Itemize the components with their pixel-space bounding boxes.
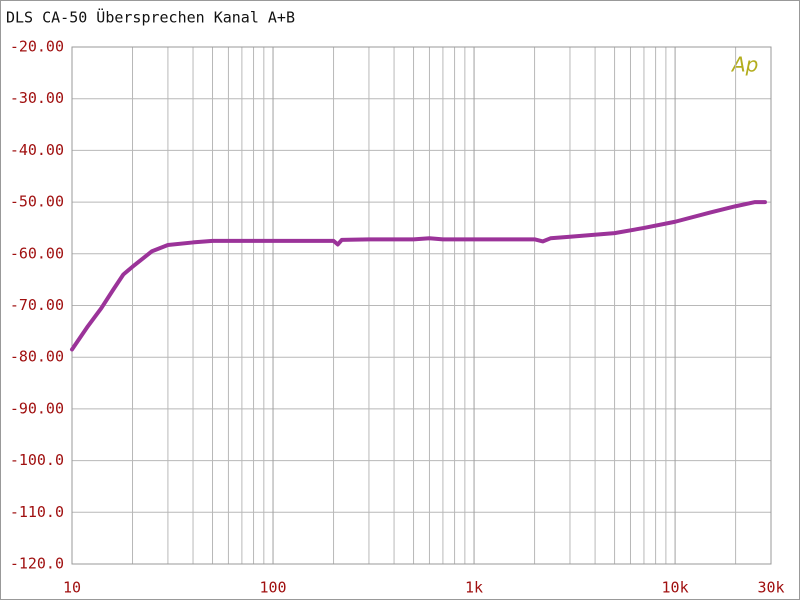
y-tick-label: -70.00	[10, 296, 64, 314]
y-tick-label: -120.0	[10, 555, 64, 573]
x-tick-label: 10	[63, 579, 81, 597]
y-tick-label: -80.00	[10, 348, 64, 366]
y-tick-label: -40.00	[10, 141, 64, 159]
y-tick-label: -50.00	[10, 193, 64, 211]
y-tick-label: -90.00	[10, 399, 64, 417]
logo: Ap	[730, 53, 758, 77]
x-tick-label: 10k	[662, 579, 689, 597]
y-tick-label: -60.00	[10, 244, 64, 262]
y-tick-label: -100.0	[10, 451, 64, 469]
y-tick-label: -110.0	[10, 503, 64, 521]
x-tick-label: 1k	[465, 579, 483, 597]
y-tick-label: -30.00	[10, 89, 64, 107]
plot-border	[71, 46, 772, 565]
y-tick-label: -20.00	[10, 38, 64, 56]
x-tick-label: 100	[259, 579, 286, 597]
x-tick-label: 30k	[757, 579, 784, 597]
data-line	[70, 200, 767, 352]
chart-title: DLS CA-50 Übersprechen Kanal A+B	[6, 8, 295, 27]
